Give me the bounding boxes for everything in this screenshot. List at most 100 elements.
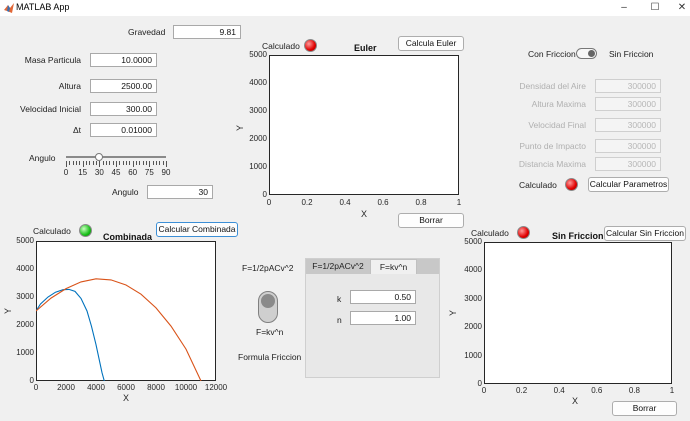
nofriction-x-tick-label: 0.2	[516, 386, 528, 395]
slider-tick	[119, 161, 121, 165]
k-label: k	[337, 294, 342, 304]
nofriction-plot-title: Sin Friccion	[552, 231, 604, 241]
mass-label: Masa Particula	[24, 55, 81, 65]
friction-toggle-switch[interactable]	[576, 48, 597, 59]
slider-tick	[92, 161, 94, 165]
slider-tick-label: 30	[94, 168, 104, 177]
slider-tick	[89, 161, 91, 165]
params-status-label: Calculado	[519, 180, 557, 190]
tab-drag-formula[interactable]: F=1/2pACv^2	[306, 259, 370, 274]
euler-y-tick-label: 5000	[249, 50, 267, 59]
slider-tick	[142, 161, 144, 165]
slider-tick	[159, 161, 161, 165]
slider-tick	[69, 161, 71, 165]
gravity-field[interactable]: 9.81	[173, 25, 241, 39]
calculate-nofriction-button[interactable]: Calcular Sin Friccion	[604, 226, 686, 241]
maximize-button[interactable]: ☐	[650, 2, 660, 13]
combined-status-lamp	[79, 224, 92, 237]
nofriction-y-tick-label: 0	[477, 379, 482, 388]
combined-y-label: Y	[3, 307, 14, 315]
height-field[interactable]: 2500.00	[90, 79, 157, 93]
nofriction-x-tick-label: 0	[481, 386, 487, 395]
n-field[interactable]: 1.00	[350, 311, 416, 325]
slider-tick	[99, 161, 101, 167]
euler-x-tick-label: 0.2	[301, 198, 313, 207]
combined-plot-title: Combinada	[103, 232, 153, 242]
slider-tick	[136, 161, 137, 165]
slider-tick	[156, 161, 157, 165]
euler-y-tick-label: 1000	[249, 162, 267, 171]
angle-field[interactable]: 30	[147, 185, 213, 199]
slider-tick	[162, 161, 164, 165]
formula-tab-panel: F=1/2pACv^2 F=kv^n k 0.50 n 1.00	[305, 258, 440, 378]
formula-rocker-switch[interactable]	[258, 291, 278, 323]
euler-y-tick-label: 0	[262, 190, 267, 199]
friction-switch-left-label: Con Friccion	[528, 49, 576, 59]
combined-x-tick-label: 12000	[204, 383, 228, 392]
slider-tick	[102, 161, 104, 165]
nofriction-status-lamp	[517, 226, 530, 239]
nofriction-status-label: Calculado	[471, 228, 509, 238]
euler-clear-button[interactable]: Borrar	[398, 213, 464, 228]
max-distance-field[interactable]: 300000	[595, 157, 661, 171]
minimize-button[interactable]: –	[621, 2, 627, 13]
slider-tick-label: 60	[128, 168, 138, 177]
combined-x-tick-label: 8000	[147, 383, 165, 392]
tab-power-formula[interactable]: F=kv^n	[370, 259, 417, 274]
slider-tick	[72, 161, 74, 165]
slider-tick	[96, 161, 97, 165]
nofriction-x-tick-label: 0.6	[591, 386, 603, 395]
formula-caption: Formula Friccion	[238, 352, 302, 362]
slider-tick-label: 90	[161, 168, 171, 177]
n-label: n	[337, 315, 342, 325]
trajectory-line-1	[36, 288, 105, 381]
air-density-field[interactable]: 300000	[595, 79, 661, 93]
params-status-lamp	[565, 178, 578, 191]
euler-plot-title: Euler	[354, 43, 377, 53]
slider-tick-label: 0	[63, 168, 69, 177]
euler-status-label: Calculado	[262, 41, 300, 51]
calculate-euler-button[interactable]: Calcula Euler	[398, 36, 464, 51]
param-label: Densidad del Aire	[519, 81, 586, 91]
title-bar: MATLAB App – ☐ ✕	[0, 0, 690, 16]
close-button[interactable]: ✕	[677, 2, 687, 13]
slider-tick	[76, 161, 77, 165]
velocity-label: Velocidad Inicial	[20, 104, 81, 114]
combined-x-tick-label: 0	[33, 383, 39, 392]
slider-tick	[122, 161, 124, 165]
slider-tick-label: 15	[78, 168, 88, 177]
calculate-combined-button[interactable]: Calcular Combinada	[156, 222, 238, 237]
nofriction-x-tick-label: 0.8	[628, 386, 640, 395]
combined-status-label: Calculado	[33, 226, 71, 236]
euler-x-tick-label: 1	[456, 198, 462, 207]
impact-point-field[interactable]: 300000	[595, 139, 661, 153]
friction-switch-right-label: Sin Friccion	[609, 49, 654, 59]
slider-thumb[interactable]	[95, 153, 104, 161]
slider-tick-label: 75	[144, 168, 154, 177]
calculate-parameters-button[interactable]: Calcular Parametros	[588, 177, 669, 192]
slider-tick	[166, 161, 167, 167]
final-velocity-field[interactable]: 300000	[595, 118, 661, 132]
combined-y-tick-label: 0	[29, 376, 34, 385]
euler-status-lamp	[304, 39, 317, 52]
nofriction-clear-button[interactable]: Borrar	[612, 401, 677, 416]
angle-slider[interactable]: 0 15 30 45 60 75 90	[64, 153, 170, 183]
slider-tick	[149, 161, 151, 167]
max-height-field[interactable]: 300000	[595, 97, 661, 111]
velocity-field[interactable]: 300.00	[90, 102, 157, 116]
slider-track	[66, 156, 166, 158]
param-label: Velocidad Final	[528, 120, 586, 130]
slider-tick	[152, 161, 154, 165]
combined-y-tick-label: 5000	[16, 236, 34, 245]
combined-x-label: X	[123, 393, 130, 403]
slider-tick	[82, 161, 84, 167]
param-label: Punto de Impacto	[519, 141, 586, 151]
nofriction-y-tick-label: 1000	[464, 350, 482, 360]
nofriction-y-tick-label: 2000	[464, 322, 482, 332]
slider-tick	[126, 161, 127, 165]
dt-field[interactable]: 0.01000	[90, 123, 157, 137]
mass-field[interactable]: 10.0000	[90, 53, 157, 67]
k-field[interactable]: 0.50	[350, 290, 416, 304]
slider-tick	[146, 161, 147, 165]
nofriction-y-label: Y	[448, 309, 459, 317]
